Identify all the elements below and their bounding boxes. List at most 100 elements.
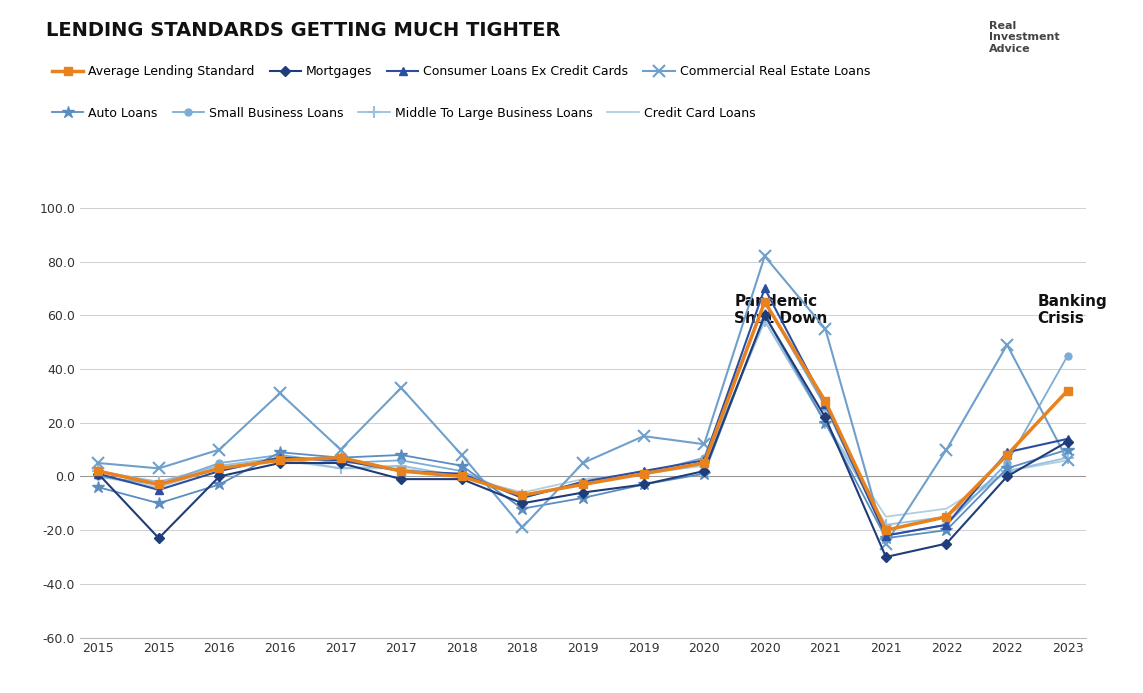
Small Business Loans bbox=[213, 459, 226, 467]
Middle To Large Business Loans bbox=[818, 419, 832, 427]
Small Business Loans bbox=[940, 520, 953, 529]
Average Lending Standard bbox=[273, 456, 287, 464]
Auto Loans bbox=[1000, 464, 1014, 473]
Average Lending Standard bbox=[879, 526, 893, 534]
Small Business Loans bbox=[758, 298, 772, 306]
Auto Loans bbox=[576, 493, 590, 502]
Mortgages bbox=[273, 459, 287, 467]
Mortgages bbox=[637, 480, 650, 489]
Credit Card Loans bbox=[879, 513, 893, 521]
Auto Loans bbox=[91, 483, 105, 491]
Commercial Real Estate Loans bbox=[273, 389, 287, 397]
Auto Loans bbox=[818, 419, 832, 427]
Average Lending Standard bbox=[515, 491, 529, 500]
Mortgages bbox=[152, 534, 166, 543]
Small Business Loans bbox=[515, 493, 529, 502]
Middle To Large Business Loans bbox=[152, 477, 166, 486]
Middle To Large Business Loans bbox=[576, 480, 590, 489]
Line: Middle To Large Business Loans: Middle To Large Business Loans bbox=[93, 315, 1073, 530]
Mortgages bbox=[515, 499, 529, 507]
Mortgages bbox=[879, 553, 893, 561]
Commercial Real Estate Loans bbox=[455, 450, 469, 459]
Credit Card Loans bbox=[213, 464, 226, 473]
Small Business Loans bbox=[1061, 351, 1074, 360]
Small Business Loans bbox=[334, 459, 347, 467]
Average Lending Standard bbox=[940, 513, 953, 521]
Credit Card Loans bbox=[758, 317, 772, 325]
Credit Card Loans bbox=[940, 505, 953, 513]
Auto Loans bbox=[758, 311, 772, 319]
Consumer Loans Ex Credit Cards bbox=[637, 467, 650, 475]
Commercial Real Estate Loans bbox=[879, 539, 893, 547]
Consumer Loans Ex Credit Cards bbox=[697, 456, 711, 464]
Middle To Large Business Loans bbox=[515, 491, 529, 500]
Small Business Loans bbox=[879, 532, 893, 540]
Small Business Loans bbox=[455, 467, 469, 475]
Small Business Loans bbox=[273, 450, 287, 459]
Auto Loans bbox=[334, 453, 347, 462]
Consumer Loans Ex Credit Cards bbox=[91, 470, 105, 478]
Auto Loans bbox=[213, 480, 226, 489]
Consumer Loans Ex Credit Cards bbox=[940, 520, 953, 529]
Line: Auto Loans: Auto Loans bbox=[91, 309, 1074, 545]
Credit Card Loans bbox=[697, 462, 711, 470]
Small Business Loans bbox=[91, 473, 105, 481]
Line: Small Business Loans: Small Business Loans bbox=[95, 299, 1071, 539]
Average Lending Standard bbox=[818, 397, 832, 405]
Credit Card Loans bbox=[394, 464, 408, 473]
Commercial Real Estate Loans bbox=[818, 324, 832, 333]
Commercial Real Estate Loans bbox=[1000, 341, 1014, 349]
Consumer Loans Ex Credit Cards bbox=[879, 532, 893, 540]
Credit Card Loans bbox=[1000, 467, 1014, 475]
Small Business Loans bbox=[818, 403, 832, 411]
Commercial Real Estate Loans bbox=[637, 432, 650, 440]
Middle To Large Business Loans bbox=[940, 513, 953, 521]
Middle To Large Business Loans bbox=[213, 462, 226, 470]
Line: Commercial Real Estate Loans: Commercial Real Estate Loans bbox=[93, 251, 1073, 549]
Credit Card Loans bbox=[273, 456, 287, 464]
Commercial Real Estate Loans bbox=[91, 459, 105, 467]
Auto Loans bbox=[394, 450, 408, 459]
Auto Loans bbox=[515, 505, 529, 513]
Commercial Real Estate Loans bbox=[152, 464, 166, 473]
Average Lending Standard bbox=[152, 480, 166, 489]
Consumer Loans Ex Credit Cards bbox=[394, 467, 408, 475]
Line: Mortgages: Mortgages bbox=[95, 312, 1071, 561]
Consumer Loans Ex Credit Cards bbox=[273, 453, 287, 462]
Mortgages bbox=[91, 470, 105, 478]
Auto Loans bbox=[697, 470, 711, 478]
Mortgages bbox=[455, 475, 469, 483]
Mortgages bbox=[697, 467, 711, 475]
Consumer Loans Ex Credit Cards bbox=[818, 400, 832, 408]
Average Lending Standard bbox=[1000, 450, 1014, 459]
Average Lending Standard bbox=[394, 467, 408, 475]
Auto Loans bbox=[879, 534, 893, 543]
Mortgages bbox=[394, 475, 408, 483]
Average Lending Standard bbox=[91, 467, 105, 475]
Middle To Large Business Loans bbox=[394, 462, 408, 470]
Consumer Loans Ex Credit Cards bbox=[455, 470, 469, 478]
Commercial Real Estate Loans bbox=[758, 252, 772, 261]
Small Business Loans bbox=[576, 477, 590, 486]
Credit Card Loans bbox=[152, 483, 166, 491]
Mortgages bbox=[213, 473, 226, 481]
Mortgages bbox=[818, 413, 832, 421]
Middle To Large Business Loans bbox=[273, 453, 287, 462]
Credit Card Loans bbox=[818, 419, 832, 427]
Small Business Loans bbox=[697, 453, 711, 462]
Auto Loans bbox=[940, 526, 953, 534]
Credit Card Loans bbox=[455, 473, 469, 481]
Commercial Real Estate Loans bbox=[576, 459, 590, 467]
Auto Loans bbox=[152, 499, 166, 507]
Consumer Loans Ex Credit Cards bbox=[152, 486, 166, 494]
Consumer Loans Ex Credit Cards bbox=[758, 284, 772, 292]
Consumer Loans Ex Credit Cards bbox=[1061, 435, 1074, 443]
Small Business Loans bbox=[1000, 459, 1014, 467]
Average Lending Standard bbox=[758, 298, 772, 306]
Commercial Real Estate Loans bbox=[1061, 456, 1074, 464]
Mortgages bbox=[758, 311, 772, 319]
Consumer Loans Ex Credit Cards bbox=[576, 477, 590, 486]
Middle To Large Business Loans bbox=[758, 317, 772, 325]
Commercial Real Estate Loans bbox=[515, 523, 529, 532]
Commercial Real Estate Loans bbox=[394, 384, 408, 392]
